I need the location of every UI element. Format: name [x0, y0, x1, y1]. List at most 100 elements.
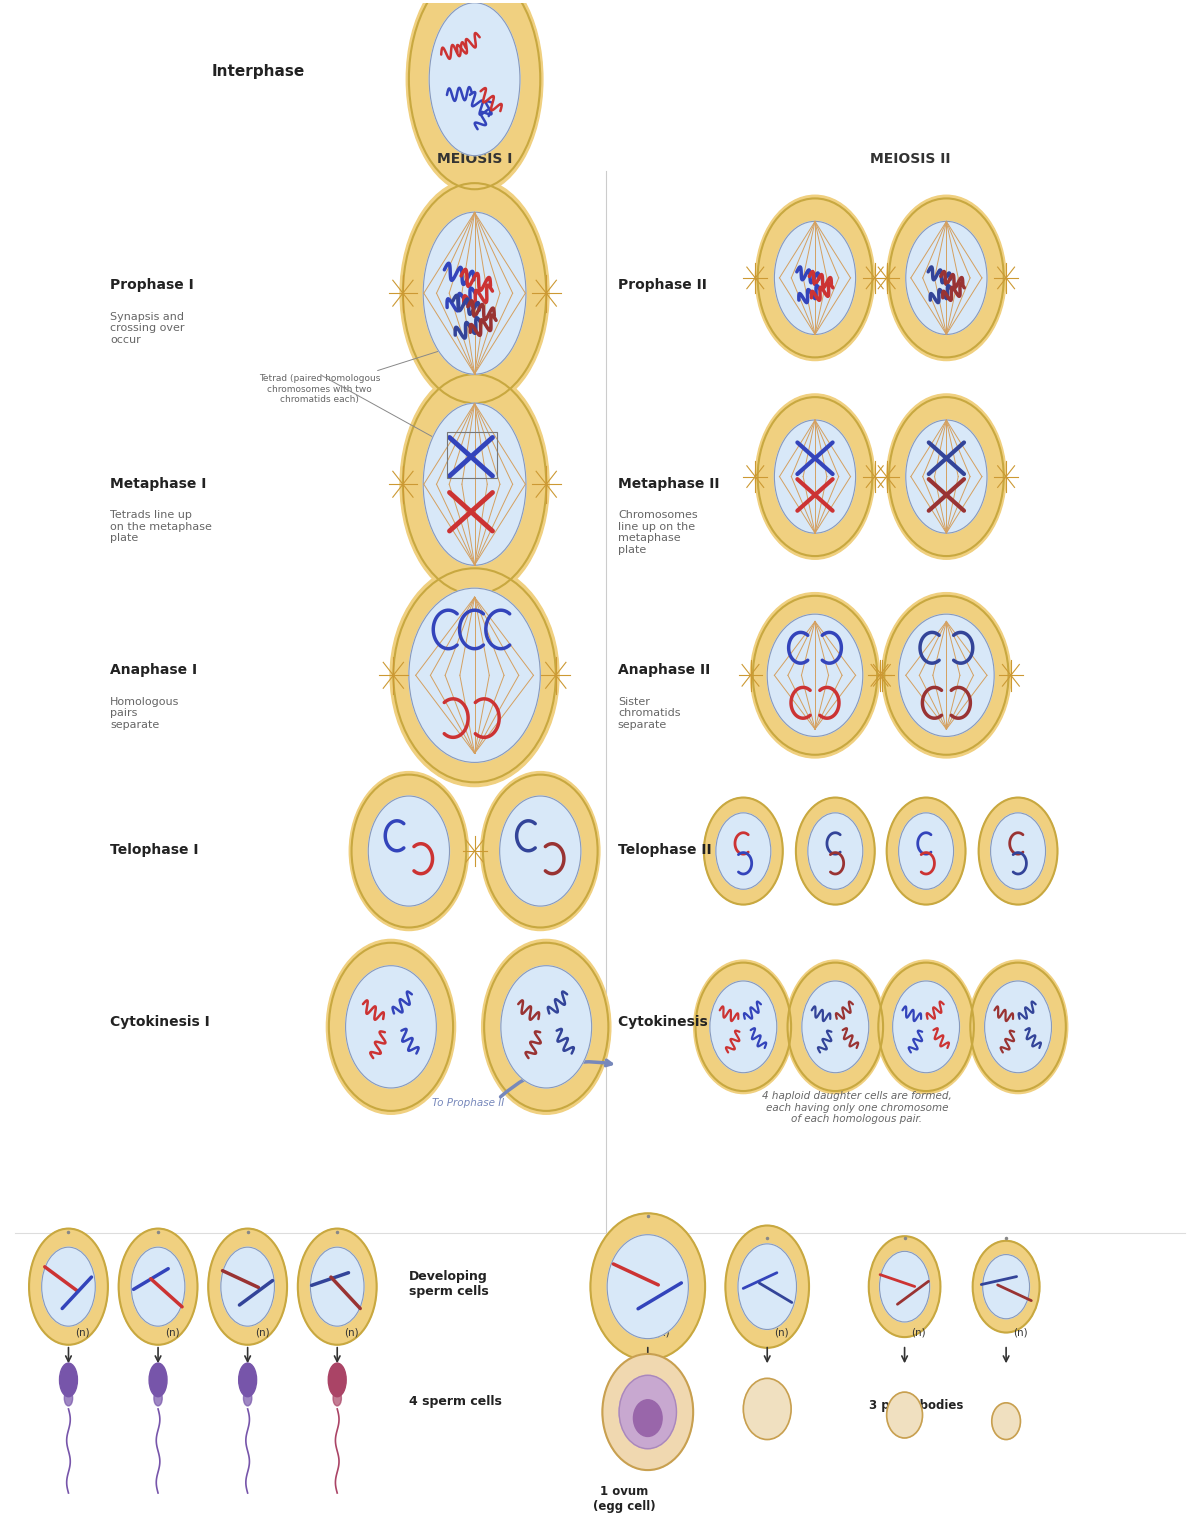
- Ellipse shape: [774, 420, 856, 534]
- Ellipse shape: [887, 798, 966, 905]
- Text: Anaphase I: Anaphase I: [110, 663, 198, 676]
- Ellipse shape: [403, 183, 546, 403]
- Ellipse shape: [887, 394, 1006, 560]
- Text: To Prophase II: To Prophase II: [432, 1098, 505, 1108]
- Text: Tetrads line up
on the metaphase
plate: Tetrads line up on the metaphase plate: [110, 511, 212, 543]
- Ellipse shape: [409, 588, 540, 762]
- Ellipse shape: [738, 1244, 797, 1330]
- Ellipse shape: [403, 374, 546, 594]
- Ellipse shape: [704, 798, 782, 905]
- Ellipse shape: [750, 592, 880, 758]
- Text: Metaphase I: Metaphase I: [110, 477, 206, 491]
- Ellipse shape: [149, 1364, 167, 1397]
- Text: MEIOSIS II: MEIOSIS II: [870, 152, 950, 166]
- Ellipse shape: [407, 0, 542, 193]
- Ellipse shape: [209, 1229, 287, 1345]
- Text: Tetrad (paired homologous
chromosomes with two
chromatids each): Tetrad (paired homologous chromosomes wi…: [259, 337, 484, 403]
- Ellipse shape: [42, 1247, 95, 1327]
- Ellipse shape: [802, 980, 869, 1072]
- Ellipse shape: [400, 370, 550, 598]
- Text: (n): (n): [76, 1327, 90, 1338]
- Text: 4 sperm cells: 4 sperm cells: [409, 1394, 502, 1408]
- Ellipse shape: [985, 980, 1051, 1072]
- Ellipse shape: [889, 397, 1003, 555]
- Ellipse shape: [887, 195, 1006, 360]
- Ellipse shape: [298, 1229, 377, 1345]
- Circle shape: [887, 1393, 923, 1437]
- Ellipse shape: [899, 813, 954, 890]
- Ellipse shape: [990, 813, 1045, 890]
- Ellipse shape: [60, 1364, 78, 1397]
- Ellipse shape: [968, 960, 1068, 1094]
- Circle shape: [602, 1355, 694, 1470]
- Ellipse shape: [430, 3, 520, 155]
- Ellipse shape: [334, 1391, 342, 1405]
- Text: MEIOSIS I: MEIOSIS I: [437, 152, 512, 166]
- Ellipse shape: [973, 1241, 1039, 1333]
- Ellipse shape: [979, 798, 1057, 905]
- Text: (n): (n): [655, 1327, 670, 1338]
- Circle shape: [634, 1401, 662, 1436]
- Text: (n): (n): [344, 1327, 359, 1338]
- Ellipse shape: [349, 772, 468, 931]
- Text: Cytokinesis II: Cytokinesis II: [618, 1014, 722, 1029]
- Ellipse shape: [716, 813, 770, 890]
- Ellipse shape: [65, 1391, 73, 1405]
- Ellipse shape: [882, 592, 1010, 758]
- Text: Sister
chromatids
separate: Sister chromatids separate: [618, 696, 680, 730]
- Text: (n): (n): [1013, 1327, 1027, 1338]
- Text: Prophase I: Prophase I: [110, 278, 194, 291]
- Ellipse shape: [757, 397, 872, 555]
- Circle shape: [991, 1402, 1020, 1439]
- Ellipse shape: [884, 595, 1008, 755]
- Ellipse shape: [796, 798, 875, 905]
- Text: Synapsis and
crossing over
occur: Synapsis and crossing over occur: [110, 311, 185, 345]
- Ellipse shape: [787, 963, 883, 1091]
- Text: Developing
sperm cells: Developing sperm cells: [409, 1270, 488, 1298]
- Text: 4 haploid daughter cells are formed,
each having only one chromosome
of each hom: 4 haploid daughter cells are formed, eac…: [762, 1091, 952, 1124]
- Circle shape: [743, 1379, 791, 1439]
- Ellipse shape: [696, 963, 791, 1091]
- Ellipse shape: [710, 980, 776, 1072]
- Ellipse shape: [481, 939, 611, 1114]
- Ellipse shape: [424, 403, 526, 565]
- Ellipse shape: [500, 966, 592, 1088]
- Ellipse shape: [983, 1255, 1030, 1319]
- Text: Metaphase II: Metaphase II: [618, 477, 720, 491]
- Ellipse shape: [774, 221, 856, 334]
- Ellipse shape: [878, 963, 974, 1091]
- Ellipse shape: [244, 1391, 252, 1405]
- Ellipse shape: [394, 568, 556, 782]
- Ellipse shape: [869, 1236, 941, 1338]
- Ellipse shape: [786, 960, 884, 1094]
- Text: Telophase II: Telophase II: [618, 844, 712, 858]
- Text: Cytokinesis I: Cytokinesis I: [110, 1014, 210, 1029]
- Ellipse shape: [971, 963, 1066, 1091]
- Text: Prophase II: Prophase II: [618, 278, 707, 291]
- Text: Anaphase II: Anaphase II: [618, 663, 710, 676]
- Ellipse shape: [29, 1229, 108, 1345]
- Ellipse shape: [899, 614, 994, 736]
- Ellipse shape: [481, 772, 600, 931]
- Ellipse shape: [880, 1252, 930, 1322]
- Ellipse shape: [590, 1213, 706, 1361]
- Circle shape: [619, 1376, 677, 1448]
- Ellipse shape: [329, 1364, 346, 1397]
- Ellipse shape: [326, 939, 456, 1114]
- Ellipse shape: [409, 0, 540, 189]
- Ellipse shape: [893, 980, 960, 1072]
- Ellipse shape: [368, 796, 450, 907]
- Text: (n): (n): [166, 1327, 180, 1338]
- Text: 1 ovum
(egg cell): 1 ovum (egg cell): [593, 1485, 655, 1514]
- Text: Homologous
pairs
separate: Homologous pairs separate: [110, 696, 180, 730]
- Ellipse shape: [119, 1229, 198, 1345]
- Text: Chromosomes
line up on the
metaphase
plate: Chromosomes line up on the metaphase pla…: [618, 511, 697, 555]
- Ellipse shape: [752, 595, 877, 755]
- Ellipse shape: [726, 1226, 809, 1348]
- Ellipse shape: [889, 198, 1003, 357]
- Ellipse shape: [131, 1247, 185, 1327]
- Ellipse shape: [221, 1247, 275, 1327]
- Ellipse shape: [876, 960, 976, 1094]
- Ellipse shape: [352, 775, 467, 928]
- Ellipse shape: [390, 565, 559, 787]
